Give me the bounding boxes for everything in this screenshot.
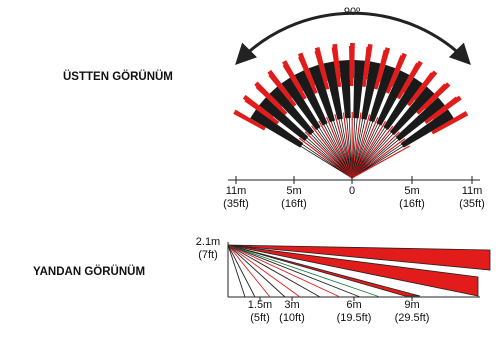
feet-label: (16ft) <box>281 198 307 210</box>
distance-label: 1.5m <box>248 299 272 311</box>
beam-near-red <box>351 117 379 179</box>
distance-label: 5m <box>286 185 301 197</box>
beam-side <box>227 244 491 271</box>
beam-side-line <box>227 244 301 298</box>
beam-near-red <box>351 112 362 179</box>
distance-label: 11m <box>226 185 247 197</box>
beam-near <box>351 116 367 179</box>
beam-far-red <box>422 82 451 110</box>
beam-near <box>351 118 374 179</box>
beam-near-red <box>351 145 411 179</box>
beam-near <box>346 115 353 179</box>
beam-side-line <box>227 244 341 298</box>
beam-side-line <box>227 244 361 298</box>
side-view-title: YANDAN GÖRÜNÜM <box>33 265 145 278</box>
beam-far <box>376 70 410 126</box>
beam-far <box>383 77 423 130</box>
distance-label: 0 <box>349 185 355 197</box>
beam-near-red <box>351 131 400 179</box>
beam-far-red <box>233 109 266 131</box>
beam-far <box>308 64 336 123</box>
height-label: 2.1m <box>196 236 220 248</box>
beam-far-red <box>254 81 283 110</box>
beam-side-line <box>227 244 286 298</box>
beam-far-red <box>401 60 423 93</box>
beam-near <box>351 142 406 179</box>
beam-far-red <box>267 69 293 101</box>
beam-far <box>400 109 454 148</box>
feet-label: (19.5ft) <box>337 312 372 324</box>
beam-near-red <box>311 125 353 179</box>
beam-near <box>330 118 353 179</box>
beam-far-red <box>282 60 304 93</box>
beam-near-red <box>351 120 387 179</box>
beam-side <box>227 244 421 297</box>
beam-far <box>353 60 366 119</box>
beam-far <box>259 97 309 142</box>
beam-far <box>368 64 396 123</box>
distance-label: 6m <box>346 299 361 311</box>
distance-label: 3m <box>284 299 299 311</box>
beam-near-red <box>298 137 353 179</box>
height-feet-label: (7ft) <box>198 249 218 261</box>
beam-near-red <box>318 120 353 179</box>
beam-near-red <box>351 138 406 179</box>
beam-near <box>351 130 395 179</box>
feet-label: (5ft) <box>250 312 270 324</box>
beam-far-red <box>431 95 462 120</box>
beam-near <box>315 125 353 179</box>
beam-far <box>338 60 351 119</box>
distance-label: 11m <box>462 185 483 197</box>
beam-near-red <box>334 114 353 179</box>
beam-side <box>227 244 479 297</box>
beam-far <box>361 61 381 120</box>
beam-near <box>298 142 353 179</box>
beam-side-line <box>227 244 381 298</box>
beam-near <box>351 121 382 179</box>
beam-side-line <box>227 244 271 298</box>
side-view: 1.5m(5ft) 3m(10ft) 6m(19.5ft) 9m(29.5ft) <box>227 242 491 324</box>
beam-side-line <box>227 244 321 298</box>
top-view-title: ÜSTTEN GÖRÜNÜM <box>63 70 173 83</box>
beam-near <box>351 115 358 179</box>
beam-far-red <box>350 43 355 79</box>
beam-near-red <box>304 131 353 179</box>
angle-arc <box>235 11 471 66</box>
beam-near <box>351 125 389 179</box>
feet-label: (10ft) <box>279 312 305 324</box>
feet-label: (16ft) <box>399 198 425 210</box>
beam-far <box>395 97 445 142</box>
beam-far-red <box>412 70 438 101</box>
beam-near <box>351 136 401 179</box>
top-view: 11m(35ft)5m(16ft)0 5m(16ft)11m(35ft) <box>223 43 485 210</box>
feet-label: (29.5ft) <box>395 312 430 324</box>
beam-near <box>303 136 353 179</box>
beam-far <box>323 61 343 120</box>
feet-label: (35ft) <box>223 198 249 210</box>
beam-side-line <box>227 244 246 298</box>
feet-label: (35ft) <box>459 198 485 210</box>
beam-far-red <box>242 94 274 120</box>
beam-far <box>281 77 321 130</box>
beam-far-red <box>431 111 469 135</box>
beam-near-red <box>351 125 394 179</box>
beam-near-red <box>326 116 353 179</box>
beam-far <box>294 70 328 126</box>
beam-far <box>250 109 304 148</box>
beam-near-red <box>351 114 371 179</box>
beam-near <box>322 121 353 179</box>
beam-near-red <box>342 112 353 179</box>
beam-near <box>337 116 353 179</box>
beam-side-line <box>227 244 256 298</box>
beam-far <box>389 86 435 136</box>
beam-far <box>269 86 315 136</box>
distance-label: 9m <box>404 299 419 311</box>
beam-near <box>309 130 353 179</box>
distance-label: 5m <box>404 185 419 197</box>
